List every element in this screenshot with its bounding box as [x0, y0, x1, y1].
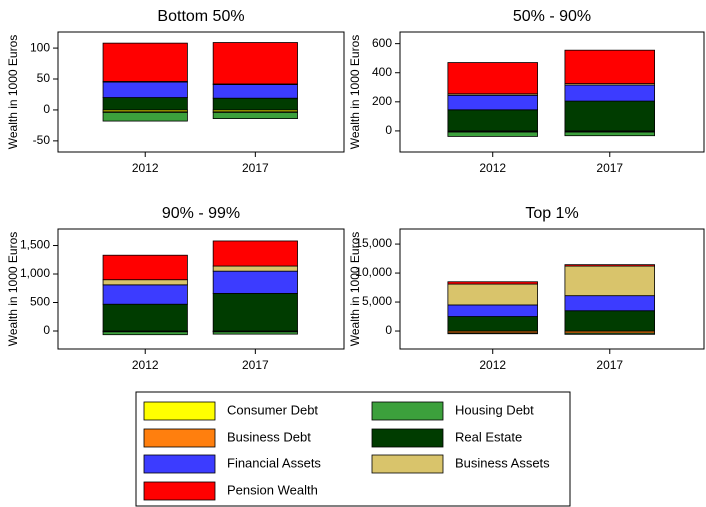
bar-segment: [212, 112, 298, 119]
legend-swatch: [143, 401, 216, 421]
legend-swatch: [371, 454, 444, 474]
legend-swatch: [371, 428, 444, 448]
bar-segment: [212, 270, 298, 294]
legend-label: Business Assets: [455, 455, 550, 470]
y-axis-label: Wealth in 1000 Euros: [348, 232, 362, 347]
y-tick-label: 1,000: [20, 266, 50, 280]
x-tick-label: 2012: [479, 161, 506, 175]
bar-segment: [212, 331, 298, 335]
bar-segment: [102, 284, 188, 305]
y-tick-label: 0: [385, 323, 392, 337]
legend-swatch: [143, 428, 216, 448]
bar-segment: [212, 292, 298, 332]
chart-title: 90% - 99%: [162, 205, 240, 222]
x-tick-label: 2017: [596, 161, 623, 175]
chart-title: 50% - 90%: [513, 8, 591, 25]
legend-label: Pension Wealth: [227, 482, 318, 497]
y-tick-label: 100: [30, 40, 50, 54]
legend-label: Real Estate: [455, 429, 522, 444]
y-tick-label: 0: [43, 102, 50, 116]
x-tick-label: 2017: [242, 161, 269, 175]
y-tick-label: 10,000: [355, 265, 392, 279]
legend-swatch: [143, 481, 216, 501]
bar-segment: [102, 331, 188, 336]
y-tick-label: 5,000: [362, 294, 392, 308]
y-tick-label: 600: [372, 36, 392, 50]
bar-segment: [102, 42, 188, 82]
x-tick-label: 2012: [132, 358, 159, 372]
bar-segment: [102, 279, 188, 286]
x-tick-label: 2017: [242, 358, 269, 372]
bar-segment: [564, 310, 655, 332]
bar-segment: [447, 62, 538, 95]
bar-segment: [564, 332, 655, 335]
bar-segment: [212, 97, 298, 111]
bar-segment: [447, 332, 538, 335]
y-tick-label: -50: [33, 133, 51, 147]
x-tick-label: 2017: [596, 358, 623, 372]
bar-segment: [564, 49, 655, 85]
legend-label: Housing Debt: [455, 402, 534, 417]
bar-segment: [564, 100, 655, 132]
legend-swatch: [143, 454, 216, 474]
bar-segment: [102, 112, 188, 122]
y-tick-label: 0: [385, 123, 392, 137]
plot-frame: [57, 228, 345, 350]
bar-segment: [564, 264, 655, 267]
plot-frame: [57, 31, 345, 153]
bar-segment: [102, 303, 188, 332]
y-tick-label: 1,500: [20, 238, 50, 252]
y-axis-label: Wealth in 1000 Euros: [6, 232, 20, 347]
bar-segment: [102, 97, 188, 111]
bar-segment: [447, 283, 538, 306]
legend-label: Business Debt: [227, 429, 311, 444]
chart-title: Top 1%: [525, 205, 578, 222]
bar-segment: [447, 94, 538, 111]
y-tick-label: 50: [37, 71, 51, 85]
y-tick-label: 500: [30, 295, 50, 309]
bar-segment: [564, 131, 655, 137]
y-tick-label: 15,000: [355, 236, 392, 250]
plot-frame: [399, 228, 705, 350]
bar-segment: [212, 240, 298, 267]
bar-segment: [564, 295, 655, 312]
y-tick-label: 400: [372, 65, 392, 79]
chart-title: Bottom 50%: [157, 8, 244, 25]
x-tick-label: 2012: [132, 161, 159, 175]
y-axis-label: Wealth in 1000 Euros: [348, 35, 362, 150]
legend-swatch: [371, 401, 444, 421]
bar-segment: [447, 281, 538, 285]
bar-segment: [447, 316, 538, 332]
y-tick-label: 0: [43, 323, 50, 337]
bar-segment: [212, 265, 298, 272]
bar-segment: [447, 131, 538, 137]
legend-label: Financial Assets: [227, 455, 321, 470]
bar-segment: [447, 304, 538, 317]
bar-segment: [564, 84, 655, 102]
bar-segment: [564, 265, 655, 297]
bar-segment: [212, 84, 298, 99]
legend-label: Consumer Debt: [227, 402, 318, 417]
x-tick-label: 2012: [479, 358, 506, 372]
bar-segment: [102, 254, 188, 281]
y-tick-label: 200: [372, 94, 392, 108]
bar-segment: [102, 81, 188, 98]
bar-segment: [447, 109, 538, 132]
plot-frame: [399, 31, 705, 153]
bar-segment: [212, 42, 298, 85]
y-axis-label: Wealth in 1000 Euros: [6, 35, 20, 150]
